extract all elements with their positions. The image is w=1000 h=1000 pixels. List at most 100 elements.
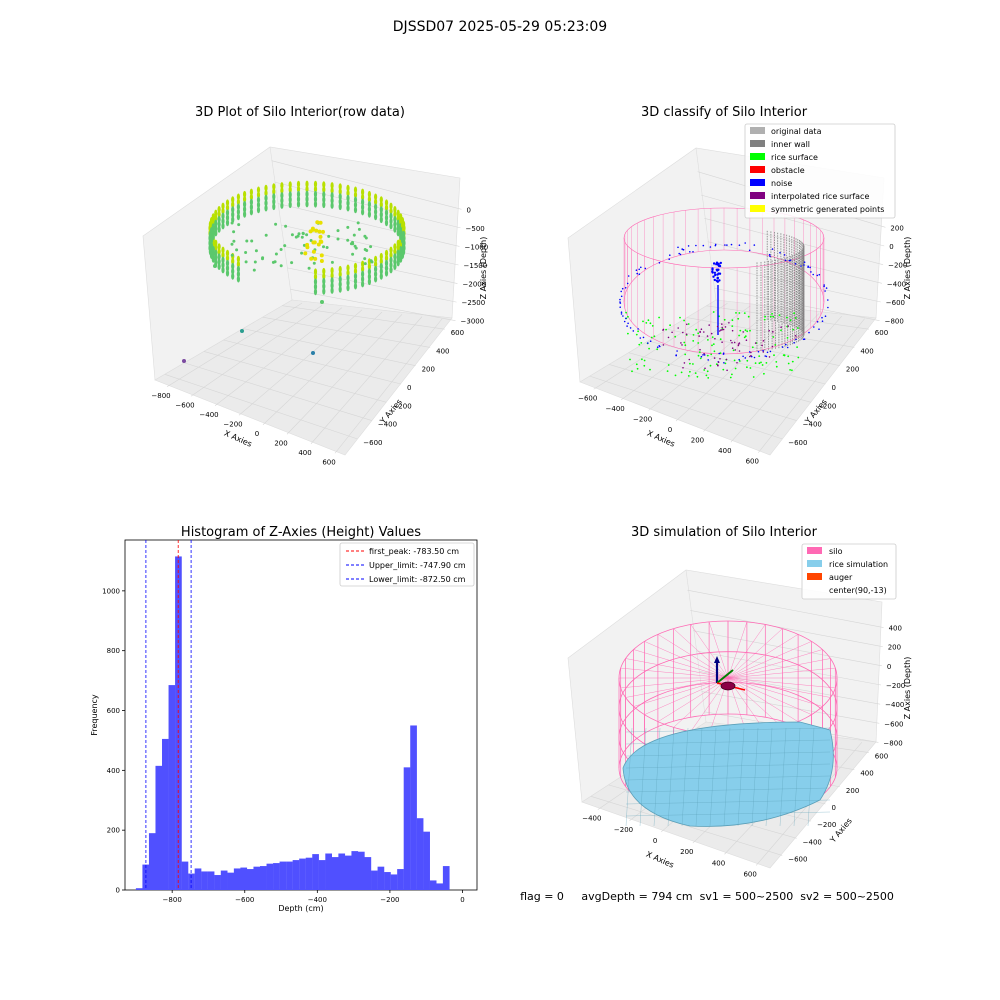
noise-point [632, 330, 635, 332]
grid-line-x [593, 303, 728, 390]
noise-point [810, 271, 812, 273]
legend-label: inner wall [771, 140, 810, 149]
point [221, 261, 225, 269]
silo-roof-spoke [727, 641, 812, 679]
point [374, 270, 378, 278]
histogram-bar [416, 818, 424, 890]
noise-point [764, 355, 766, 357]
histogram-bar [253, 866, 261, 890]
grid-line-y [262, 316, 431, 348]
z-tick-label: 0 [467, 206, 471, 214]
rice-surface-point [719, 352, 722, 354]
point [365, 249, 369, 252]
point [379, 262, 383, 270]
rice-surface-point [712, 343, 715, 345]
pane-floor [154, 299, 453, 456]
histogram-bar [201, 871, 208, 890]
interpolated-point [731, 329, 734, 332]
y-tick-label: −600 [363, 439, 382, 447]
noise-point [716, 268, 719, 271]
noise-point [715, 263, 718, 266]
rice-surface-point [649, 368, 651, 371]
histogram-bar [266, 863, 274, 890]
point [374, 265, 378, 273]
point [313, 288, 318, 296]
noise-point [635, 269, 638, 272]
noise-point [625, 317, 627, 320]
grid-line-x [262, 311, 383, 425]
point [393, 263, 397, 270]
point [225, 199, 230, 207]
pane-edge [695, 147, 717, 301]
point [256, 206, 261, 214]
noise-point [702, 244, 705, 247]
noise-point [718, 352, 720, 355]
interpolated-point [662, 328, 665, 331]
point [217, 211, 221, 218]
point [379, 211, 383, 219]
point [346, 238, 350, 242]
point [318, 220, 323, 225]
point [393, 226, 397, 233]
interpolated-point [731, 341, 733, 344]
point [367, 210, 371, 218]
interpolated-point [721, 326, 723, 329]
histogram-bar [429, 880, 437, 890]
point [296, 190, 301, 198]
histogram-bar [181, 861, 189, 890]
surface-mesh-line [807, 727, 815, 827]
legend-simulation: silo rice simulation auger center(90,-13) [801, 543, 897, 600]
point [232, 239, 236, 243]
noise-point [779, 251, 781, 254]
x-tick-label: 200 [274, 439, 287, 447]
point [330, 260, 334, 264]
point [322, 277, 326, 285]
point [399, 256, 403, 263]
histogram-bar [175, 556, 182, 890]
x-ticks-classify: −600 −400 −200 0 200 400 600 [578, 394, 759, 465]
grid-line-y [590, 795, 783, 856]
point [243, 205, 247, 213]
point [250, 239, 254, 243]
interpolated-point [717, 361, 720, 364]
rice-surface-point [754, 362, 757, 364]
interpolated-point [780, 326, 782, 329]
point [311, 249, 316, 254]
noise-point [789, 259, 792, 262]
point [256, 196, 261, 204]
x-tick-label: −600 [235, 896, 254, 904]
y-tick-label: −400 [803, 838, 822, 846]
histogram-bar [220, 870, 228, 890]
point [393, 216, 397, 223]
noise-point [714, 244, 717, 247]
silo-roof-spoke [644, 677, 729, 715]
rice-surface-point [787, 355, 790, 358]
noise-point [769, 350, 772, 353]
rice-surface-point [765, 362, 768, 364]
point [396, 214, 400, 222]
point [272, 193, 276, 201]
z-axis-label-simulation: Z Axies (Depth) [903, 657, 912, 720]
point [288, 196, 292, 204]
silo-roof-spoke [673, 677, 729, 728]
point [313, 190, 318, 198]
x-tick-label: −200 [614, 826, 633, 834]
point [322, 287, 326, 295]
point [346, 204, 350, 212]
point [315, 220, 320, 225]
point [318, 234, 323, 239]
point [280, 197, 284, 204]
point [379, 206, 383, 214]
rice-surface-point [635, 333, 638, 336]
grid-line-x [310, 316, 423, 444]
scatter-raw [182, 180, 406, 363]
point [322, 272, 326, 280]
y-ticks-classify: −600 −400 −200 0 200 400 600 [788, 329, 888, 447]
status-line: flag = 0 avgDepth = 794 cm sv1 = 500~250… [520, 890, 894, 903]
grid-line-y [184, 362, 372, 421]
grid-line-z [271, 160, 462, 210]
surface-mesh-line [737, 727, 745, 827]
noise-point [638, 273, 641, 276]
point [338, 265, 342, 273]
rice-surface-point [746, 366, 748, 369]
